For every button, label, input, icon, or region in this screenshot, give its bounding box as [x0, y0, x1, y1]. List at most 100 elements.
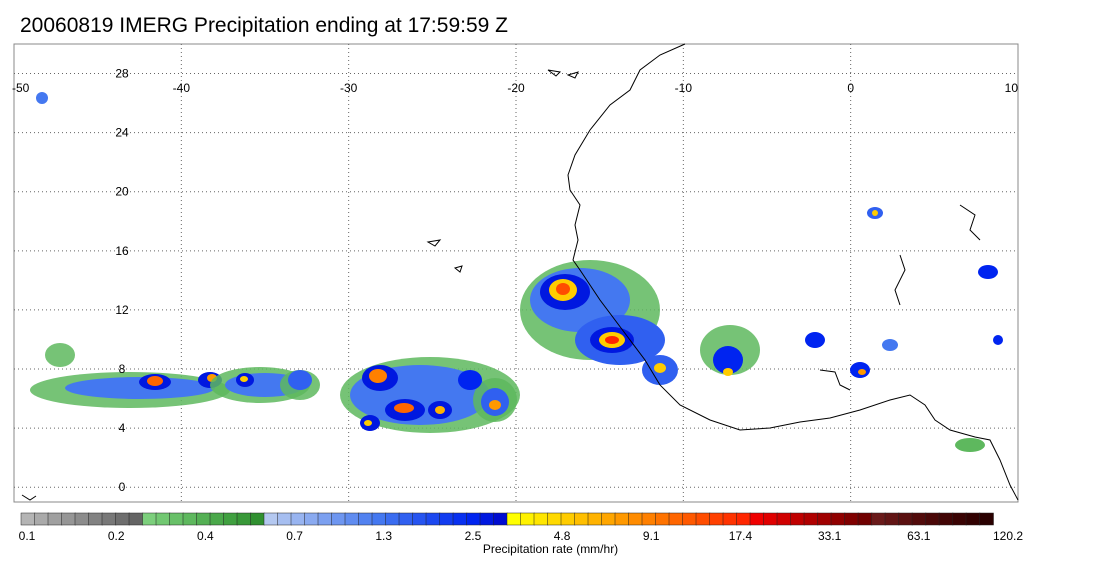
colorbar-swatch — [871, 512, 886, 526]
colorbar-swatch — [857, 512, 873, 526]
colorbar-swatch — [938, 512, 954, 526]
colorbar-swatch — [304, 512, 319, 526]
lat-tick-label: 0 — [119, 480, 126, 494]
colorbar-swatch — [385, 512, 400, 526]
colorbar-tick-label: 0.7 — [286, 529, 303, 543]
colorbar-swatch — [601, 512, 616, 526]
colorbar-swatch — [898, 512, 913, 526]
colorbar-swatch — [425, 512, 441, 526]
colorbar-swatch — [277, 512, 292, 526]
colorbar-swatch — [844, 512, 859, 526]
colorbar-swatch — [749, 512, 765, 526]
colorbar-swatch — [628, 512, 643, 526]
lat-tick-label: 28 — [115, 67, 129, 81]
lat-tick-label: 4 — [119, 421, 126, 435]
coastline — [21, 43, 1019, 501]
colorbar-swatch — [263, 512, 279, 526]
colorbar-swatch — [587, 512, 603, 526]
colorbar-swatch — [61, 512, 76, 526]
colorbar-swatch — [412, 512, 427, 526]
colorbar-swatch — [331, 512, 346, 526]
colorbar-swatch — [830, 512, 846, 526]
colorbar-swatch — [47, 512, 63, 526]
colorbar-swatch — [169, 512, 184, 526]
colorbar-swatch — [911, 512, 927, 526]
colorbar-swatch — [182, 512, 198, 526]
precipitation-field — [30, 92, 1003, 452]
colorbar-swatch — [209, 512, 225, 526]
colorbar-swatch — [250, 512, 265, 526]
colorbar-swatch — [128, 512, 144, 526]
colorbar-swatch — [574, 512, 589, 526]
colorbar-swatch — [358, 512, 373, 526]
colorbar-swatch — [506, 512, 522, 526]
colorbar-swatch — [641, 512, 657, 526]
colorbar-swatch — [34, 512, 49, 526]
colorbar — [20, 512, 994, 526]
colorbar-swatch — [155, 512, 171, 526]
colorbar-swatch — [817, 512, 832, 526]
colorbar-tick-label: 0.1 — [19, 529, 36, 543]
colorbar-swatch — [952, 512, 967, 526]
colorbar-swatch — [466, 512, 481, 526]
colorbar-swatch — [533, 512, 549, 526]
colorbar-swatch — [398, 512, 414, 526]
colorbar-tick-label: 1.3 — [375, 529, 392, 543]
map-title: 20060819 IMERG Precipitation ending at 1… — [20, 14, 508, 37]
lon-tick-label: 0 — [847, 81, 854, 95]
lon-tick-label: -20 — [507, 81, 525, 95]
graticule-grid — [14, 44, 1018, 502]
colorbar-swatch — [20, 512, 36, 526]
colorbar-swatch — [236, 512, 252, 526]
lat-tick-label: 24 — [115, 126, 129, 140]
lon-tick-label: -30 — [340, 81, 358, 95]
colorbar-swatch — [614, 512, 630, 526]
colorbar-tick-label: 0.2 — [108, 529, 125, 543]
colorbar-swatch — [776, 512, 792, 526]
colorbar-swatch — [803, 512, 819, 526]
lon-tick-label: -50 — [12, 81, 30, 95]
colorbar-swatch — [196, 512, 211, 526]
colorbar-tick-label: 120.2 — [993, 529, 1023, 543]
colorbar-swatch — [736, 512, 751, 526]
lon-tick-label: -10 — [675, 81, 693, 95]
colorbar-swatch — [371, 512, 387, 526]
colorbar-tick-label: 17.4 — [729, 529, 753, 543]
colorbar-swatch — [709, 512, 724, 526]
colorbar-swatch — [547, 512, 562, 526]
colorbar-swatch — [479, 512, 495, 526]
colorbar-swatch — [317, 512, 333, 526]
lon-tick-label: 10 — [1005, 81, 1019, 95]
longitude-tick-labels: -50 -40 -30 -20 -10 0 10 — [12, 81, 1018, 95]
colorbar-swatch — [344, 512, 360, 526]
lat-tick-label: 16 — [115, 244, 129, 258]
colorbar-swatch — [493, 512, 508, 526]
colorbar-swatch — [682, 512, 697, 526]
colorbar-swatch — [452, 512, 468, 526]
colorbar-swatch — [223, 512, 238, 526]
colorbar-tick-label: 33.1 — [818, 529, 842, 543]
colorbar-swatch — [655, 512, 670, 526]
colorbar-tick-label: 4.8 — [554, 529, 571, 543]
colorbar-swatch — [884, 512, 900, 526]
colorbar-swatch — [560, 512, 576, 526]
colorbar-swatch — [763, 512, 778, 526]
colorbar-swatch — [439, 512, 454, 526]
colorbar-label: Precipitation rate (mm/hr) — [482, 542, 619, 556]
colorbar-swatch — [290, 512, 306, 526]
colorbar-swatch — [520, 512, 535, 526]
lat-tick-label: 12 — [115, 303, 129, 317]
lon-tick-label: -40 — [173, 81, 191, 95]
colorbar-tick-label: 0.4 — [197, 529, 214, 543]
colorbar-swatch — [979, 512, 994, 526]
colorbar-swatch — [722, 512, 738, 526]
colorbar-swatch — [142, 512, 157, 526]
colorbar-tick-label: 9.1 — [643, 529, 660, 543]
lat-tick-label: 20 — [115, 185, 129, 199]
latitude-tick-labels: 28 24 20 16 12 8 4 0 — [115, 67, 129, 495]
colorbar-tick-labels: 0.1 0.2 0.4 0.7 1.3 2.5 4.8 9.1 17.4 33.1 63.1 120.… — [19, 529, 1024, 543]
colorbar-swatch — [74, 512, 90, 526]
colorbar-swatch — [115, 512, 130, 526]
colorbar-swatch — [695, 512, 711, 526]
